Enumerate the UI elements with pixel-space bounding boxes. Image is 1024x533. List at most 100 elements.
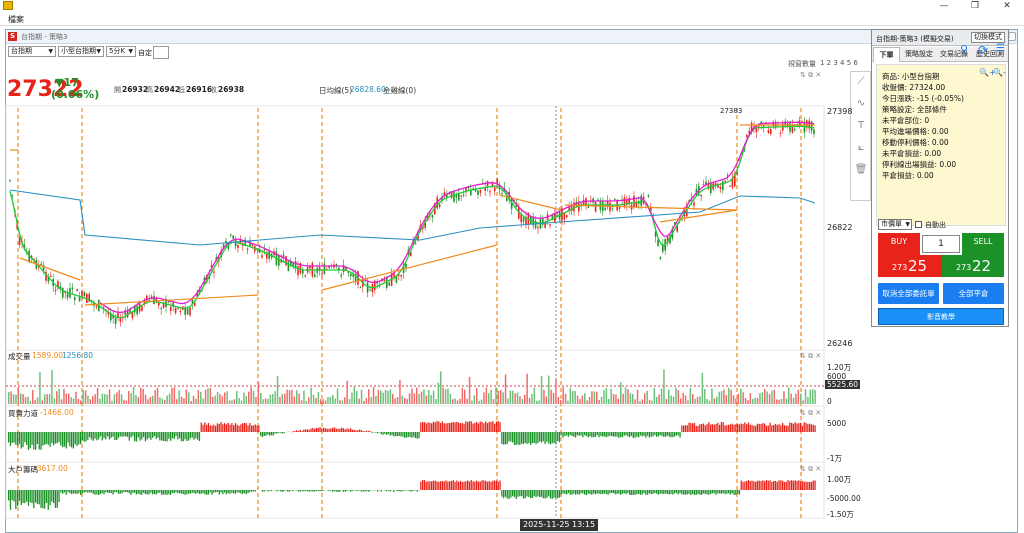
custom-period-input[interactable] xyxy=(153,46,169,59)
period-select[interactable]: 5分K ▼ xyxy=(106,46,136,57)
zoom-in-icon[interactable]: 🔍+ xyxy=(979,68,996,77)
force-bar xyxy=(692,423,694,432)
cancel-all-orders-button[interactable]: 取消全部委託單 xyxy=(878,283,939,304)
close-value: 26938 xyxy=(218,85,245,94)
candle-body xyxy=(654,231,657,237)
contract-select[interactable]: 小型台指期 ▼ xyxy=(58,46,104,57)
force-bar xyxy=(645,432,647,438)
auto-exit-checkbox[interactable] xyxy=(915,221,922,228)
big-trader-bar xyxy=(24,490,26,504)
panel-tools-icon: ⇅ ⧉ ✕ xyxy=(800,409,821,417)
trendline-tool-icon[interactable]: ⟋ xyxy=(857,76,865,87)
volume-bar xyxy=(716,396,718,404)
tab-order[interactable]: 下單 xyxy=(873,47,900,62)
volume-bar xyxy=(255,397,257,404)
menu-file[interactable]: 檔案 xyxy=(8,15,24,24)
candle-body xyxy=(810,121,813,131)
volume-bar xyxy=(281,394,284,404)
tab-trade-log[interactable]: 交易記錄 xyxy=(940,50,968,58)
big-trader-bar xyxy=(312,490,314,492)
fan-tool-icon[interactable]: ⟀ xyxy=(858,142,864,153)
candle-body xyxy=(424,220,426,229)
volume-bar xyxy=(159,397,161,404)
candle-body xyxy=(222,244,225,248)
switch-mode-button[interactable]: 切換模式 xyxy=(971,32,1005,43)
bid-price-button[interactable]: 273 25 xyxy=(878,255,942,277)
volume-bar xyxy=(128,390,130,404)
close-all-positions-button[interactable]: 全部平倉 xyxy=(943,283,1004,304)
video-tutorial-button[interactable]: 影音教學 xyxy=(878,308,1004,325)
force-bar xyxy=(101,432,103,441)
big-trader-bar xyxy=(162,490,165,495)
volume-bar xyxy=(392,393,394,404)
big-trader-bar xyxy=(92,490,94,494)
force-bar xyxy=(474,422,476,432)
tab-strategy-settings[interactable]: 策略設定 xyxy=(905,50,933,58)
polyline-tool-icon[interactable]: ∿ xyxy=(856,98,866,109)
force-bar xyxy=(634,432,636,438)
big-trader-bar xyxy=(225,490,228,495)
candle-body xyxy=(726,175,729,177)
location-pin-icon[interactable]: ⚲ xyxy=(960,43,969,56)
big-trader-bar xyxy=(695,490,697,495)
volume-bar xyxy=(725,395,728,404)
force-bar xyxy=(152,432,154,438)
candle-body xyxy=(520,213,522,223)
force-bar xyxy=(35,432,37,450)
close-button[interactable]: ✕ xyxy=(1003,1,1011,11)
big-trader-bar xyxy=(195,490,197,494)
candle-body xyxy=(431,214,434,218)
tab-backtest[interactable]: 歷史回測 xyxy=(976,50,1004,58)
candle-body xyxy=(398,274,400,276)
user-list-icon[interactable]: ☰ xyxy=(996,43,1005,54)
refresh-icon[interactable]: ⟳ xyxy=(978,43,989,57)
trash-icon[interactable]: 🗑 xyxy=(854,164,868,175)
volume-bar xyxy=(238,398,240,404)
big-trader-bar xyxy=(45,490,48,503)
candle-body xyxy=(237,245,239,249)
volume-axis-mid: 6000 xyxy=(827,372,847,381)
zoom-out-icon[interactable]: 🔍- xyxy=(993,68,1006,77)
force-bar xyxy=(693,422,696,432)
volume-bar xyxy=(214,395,216,404)
candle-body xyxy=(328,266,330,269)
force-bar xyxy=(526,432,528,444)
big-trader-bar xyxy=(582,490,584,494)
big-trader-bar xyxy=(553,490,555,498)
force-bar xyxy=(522,432,525,445)
big-trader-bar xyxy=(485,480,487,490)
force-bar xyxy=(528,432,530,444)
volume-bar xyxy=(147,399,149,404)
candle-body xyxy=(702,184,705,186)
big-trader-bar xyxy=(350,490,352,492)
big-trader-bar xyxy=(254,490,256,492)
order-type-select[interactable]: 市價單 ▼ xyxy=(878,219,912,230)
force-axis-bottom: -1万 xyxy=(827,454,842,463)
text-tool-icon[interactable]: T xyxy=(857,120,865,131)
candle-body xyxy=(506,194,508,202)
product-select[interactable]: 台指期 ▼ xyxy=(8,46,56,57)
force-bar xyxy=(398,432,400,436)
candle-body xyxy=(124,310,126,315)
force-bar xyxy=(193,432,195,440)
window-count-options[interactable]: 1 2 3 4 5 6 xyxy=(820,59,858,67)
minimize-button[interactable]: — xyxy=(939,1,949,11)
big-trader-bar xyxy=(263,490,265,492)
big-trader-bar xyxy=(539,490,541,498)
candle-body xyxy=(772,121,774,126)
volume-bar xyxy=(663,369,665,404)
ask-price-button[interactable]: 273 22 xyxy=(942,255,1004,277)
big-trader-bar xyxy=(522,490,525,499)
big-trader-bar xyxy=(60,490,62,493)
big-trader-bar xyxy=(339,490,341,492)
force-bar xyxy=(769,422,771,432)
force-bar xyxy=(530,432,532,445)
maximize-button[interactable]: ❐ xyxy=(970,1,980,11)
big-trader-bar xyxy=(675,490,678,494)
force-bar xyxy=(47,432,49,445)
candle-body xyxy=(74,297,76,301)
candle-body xyxy=(117,312,119,318)
candle-body xyxy=(59,286,62,289)
quantity-input[interactable]: 1 xyxy=(922,235,960,253)
